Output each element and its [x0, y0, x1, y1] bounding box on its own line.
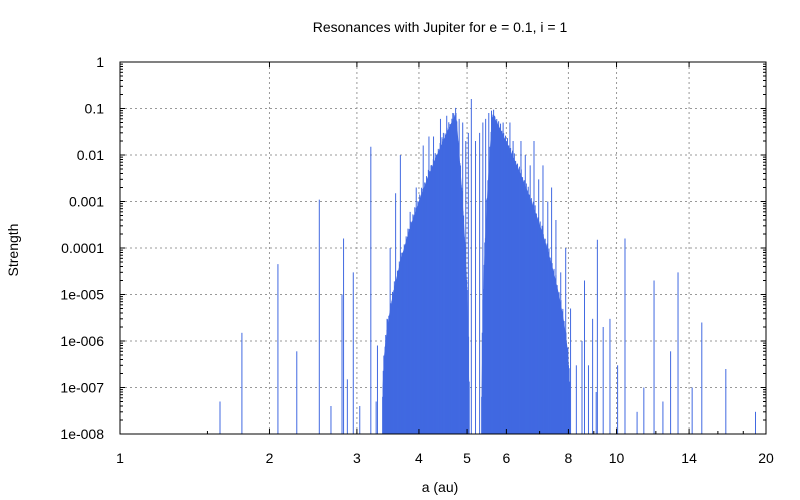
y-tick-label: 1e-005 [60, 287, 104, 303]
y-tick-label: 0.1 [85, 101, 105, 117]
x-tick-label: 8 [565, 450, 573, 466]
y-tick-label: 0.0001 [61, 240, 104, 256]
y-tick-label: 0.01 [77, 147, 104, 163]
y-axis-label: Strength [5, 224, 21, 277]
y-tick-label: 1e-007 [60, 380, 104, 396]
x-tick-label: 4 [415, 450, 423, 466]
y-tick-label: 1e-006 [60, 333, 104, 349]
x-tick-label: 3 [353, 450, 361, 466]
x-axis-label: a (au) [422, 479, 459, 495]
x-tick-label: 2 [266, 450, 274, 466]
y-tick-label: 1 [96, 54, 104, 70]
x-tick-label: 6 [502, 450, 510, 466]
y-ticks: 1e-008 1e-007 1e-006 1e-005 0.0001 0.001 0.01 0… [60, 54, 766, 442]
resonance-bars [219, 62, 757, 434]
x-tick-label: 1 [116, 450, 124, 466]
x-tick-label: 10 [609, 450, 625, 466]
x-tick-label: 20 [758, 450, 774, 466]
y-tick-label: 1e-008 [60, 426, 104, 442]
y-tick-label: 0.001 [69, 194, 104, 210]
x-tick-label: 5 [463, 450, 471, 466]
x-ticks: 1 2 3 4 5 6 8 10 14 20 [116, 62, 774, 466]
chart-title: Resonances with Jupiter for e = 0.1, i =… [313, 19, 568, 35]
x-tick-label: 14 [681, 450, 697, 466]
